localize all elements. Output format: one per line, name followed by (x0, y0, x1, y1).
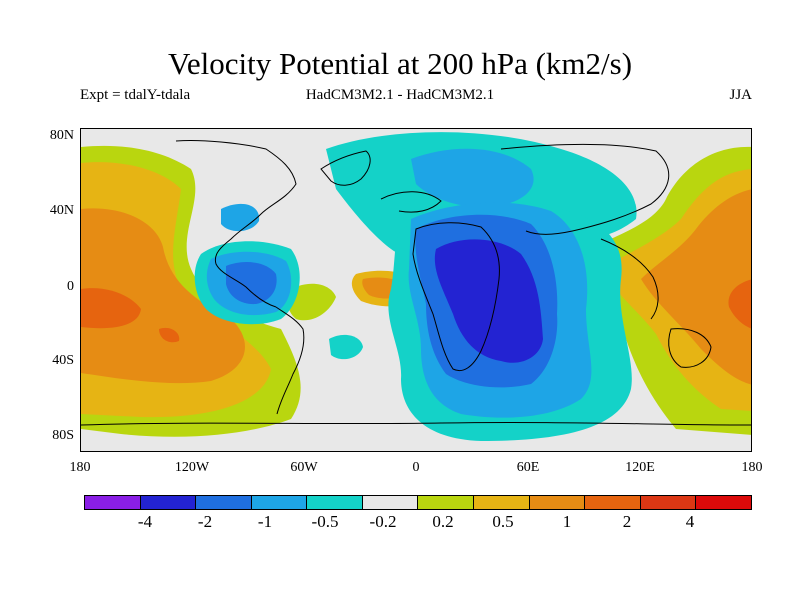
x-tick-label: 60E (516, 460, 540, 475)
colorbar-swatch (640, 496, 697, 509)
contour-east-pacific-2 (81, 288, 141, 329)
contour-west-pacific-1 (641, 189, 751, 385)
contour-brazil-0.2 (287, 283, 336, 321)
contour-natlantic-neg-0.5 (411, 148, 534, 208)
contour-satlantic-neg (329, 334, 363, 360)
colorbar-swatch (251, 496, 308, 509)
x-tick-label: 180 (69, 460, 91, 475)
season-label: JJA (729, 87, 752, 103)
contour-map (81, 129, 751, 451)
colorbar-swatch (418, 496, 475, 509)
contour-east-pacific-1 (81, 208, 245, 384)
y-tick-label: 40N (49, 203, 74, 218)
chart-title: Velocity Potential at 200 hPa (km2/s) (167, 46, 633, 81)
map-panel (80, 128, 752, 452)
colorbar-label: -0.5 (311, 512, 339, 531)
y-tick-label: 80S (52, 428, 74, 443)
colorbar-swatch (140, 496, 197, 509)
colorbar-swatch (696, 496, 751, 509)
contour-camerica-neg-1 (226, 262, 277, 305)
colorbar-label: -0.2 (369, 512, 397, 531)
x-tick-label: 0 (412, 460, 420, 475)
model-label: HadCM3M2.1 - HadCM3M2.1 (305, 87, 495, 103)
colorbar-label: 0.2 (432, 512, 454, 531)
coastlines (81, 139, 751, 426)
y-tick-label: 0 (67, 279, 74, 294)
colorbar-swatch (85, 496, 141, 509)
contour-africa-neg-2 (434, 239, 543, 363)
x-tick-label: 120W (174, 460, 210, 475)
colorbar-label: 4 (685, 512, 695, 531)
colorbar-swatch (362, 496, 419, 509)
x-tick-label: 120E (625, 460, 655, 475)
contour-east-pacific-2b (159, 327, 180, 343)
colorbar-swatch (585, 496, 641, 509)
colorbar-swatch (474, 496, 530, 509)
colorbar-label: 1 (562, 512, 572, 531)
x-tick-label: 60W (290, 460, 318, 475)
colorbar-label: -2 (197, 512, 213, 531)
colorbar-swatch (529, 496, 586, 509)
colorbar-label: 2 (622, 512, 632, 531)
colorbar-swatch (307, 496, 363, 509)
experiment-label: Expt = tdalY-tdala (80, 87, 191, 103)
colorbar (84, 495, 752, 510)
y-tick-label: 40S (52, 353, 74, 368)
colorbar-swatch (196, 496, 252, 509)
colorbar-label: 0.5 (492, 512, 514, 531)
contour-west-pacific-2 (728, 279, 751, 329)
colorbar-label: -4 (137, 512, 153, 531)
colorbar-label: -1 (257, 512, 273, 531)
x-tick-label: 180 (741, 460, 763, 475)
y-tick-label: 80N (49, 128, 74, 143)
